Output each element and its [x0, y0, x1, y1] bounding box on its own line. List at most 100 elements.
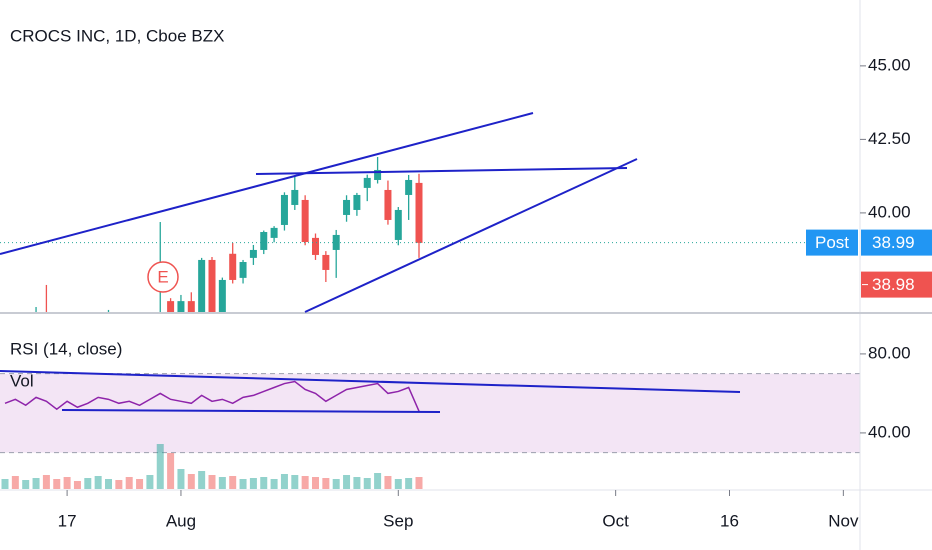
volume-bar — [187, 474, 195, 489]
trend-line — [61, 409, 441, 413]
volume-bar — [363, 478, 371, 489]
volume-bar — [156, 444, 164, 489]
y-tick-label: 45.00 — [868, 55, 911, 74]
volume-bar — [42, 475, 50, 489]
volume-bar — [63, 477, 71, 489]
trend-line — [255, 167, 628, 175]
trend-line — [304, 158, 638, 313]
volume-bar — [260, 477, 268, 489]
candle-body — [301, 199, 309, 243]
earnings-label: E — [157, 267, 168, 286]
rsi-line — [4, 380, 420, 412]
candle-body — [394, 209, 402, 240]
volume-bar — [312, 477, 319, 489]
y-tick-label: 80.00 — [868, 343, 911, 362]
price-pane: E — [0, 157, 860, 312]
candle-body — [322, 254, 330, 270]
rsi-volume-pane — [0, 373, 860, 489]
candle-body — [198, 259, 206, 312]
volume-bar — [32, 478, 40, 489]
candle-body — [239, 262, 247, 278]
volume-bar — [94, 476, 102, 489]
candle-body — [353, 194, 361, 210]
last-price-label: 38.98 — [872, 275, 915, 294]
rsi-title: RSI (14, close) — [10, 339, 122, 358]
candle-body — [405, 179, 413, 195]
post-price-label: 38.99 — [872, 233, 915, 252]
volume-bar — [73, 481, 81, 489]
rsi-band — [0, 373, 860, 453]
volume-bar — [11, 476, 19, 489]
y-tick-label: 40.00 — [868, 422, 911, 441]
y-tick-label: 40.00 — [868, 202, 911, 221]
volume-bar — [270, 479, 278, 489]
trend-lines — [0, 112, 741, 413]
chart-title: CROCS INC, 1D, Cboe BZX — [10, 26, 224, 45]
volume-bar — [167, 453, 175, 489]
candle-body — [270, 227, 278, 238]
volume-bar — [280, 474, 288, 489]
volume-bar — [208, 475, 216, 489]
x-tick-label: Aug — [166, 511, 196, 530]
candle-body — [343, 199, 351, 215]
volume-bar — [177, 469, 185, 489]
earnings-marker — [147, 261, 179, 293]
x-tick-label: Sep — [383, 511, 413, 530]
candle-body — [249, 249, 257, 258]
candle-body — [415, 182, 423, 243]
volume-bar — [84, 478, 92, 489]
volume-bar — [249, 478, 257, 489]
volume-bar — [374, 473, 382, 489]
volume-bar — [22, 480, 30, 489]
candle-body — [374, 169, 382, 180]
trend-line — [0, 112, 534, 255]
post-tag: Post — [815, 233, 849, 252]
volume-bar — [343, 475, 351, 489]
candle-body — [260, 232, 268, 250]
x-tick-label: 16 — [720, 511, 739, 530]
last-price-bg — [861, 271, 932, 298]
trend-line — [0, 370, 741, 393]
volume-bar — [332, 479, 340, 489]
volume-bar — [146, 475, 154, 489]
candle-body — [167, 301, 175, 312]
volume-bar — [1, 479, 9, 489]
volume-bar — [229, 476, 237, 489]
volume-bar — [405, 478, 413, 489]
volume-bar — [322, 478, 330, 489]
candle-body — [229, 253, 237, 280]
candle-body — [312, 237, 319, 255]
x-tick-label: Oct — [602, 511, 629, 530]
volume-bar — [136, 479, 144, 489]
volume-bar — [415, 477, 423, 489]
candle-body — [384, 189, 392, 220]
candle-body — [208, 259, 216, 312]
candle-body — [218, 279, 226, 312]
x-tick-label: 17 — [58, 511, 77, 530]
y-tick-label: 42.50 — [868, 129, 911, 148]
candle-body — [291, 189, 299, 205]
candle-body — [363, 177, 371, 188]
volume-title: Vol — [10, 371, 34, 390]
volume-bar — [198, 471, 206, 489]
x-tick-label: Nov — [828, 511, 859, 530]
volume-bar — [384, 476, 392, 489]
volume-bar — [239, 479, 247, 489]
volume-bar — [115, 480, 123, 489]
candle-body — [187, 301, 195, 312]
volume-bar — [105, 479, 112, 489]
volume-bar — [53, 479, 61, 489]
post-tag-bg — [806, 229, 858, 256]
volume-bar — [291, 475, 299, 489]
volume-bar — [125, 477, 133, 489]
volume-bar — [394, 479, 402, 489]
candle-body — [280, 194, 288, 225]
volume-bar — [301, 476, 309, 489]
volume-bar — [353, 477, 361, 489]
volume-bar — [218, 477, 226, 489]
candle-body — [177, 301, 185, 312]
post-price-bg — [861, 229, 932, 256]
